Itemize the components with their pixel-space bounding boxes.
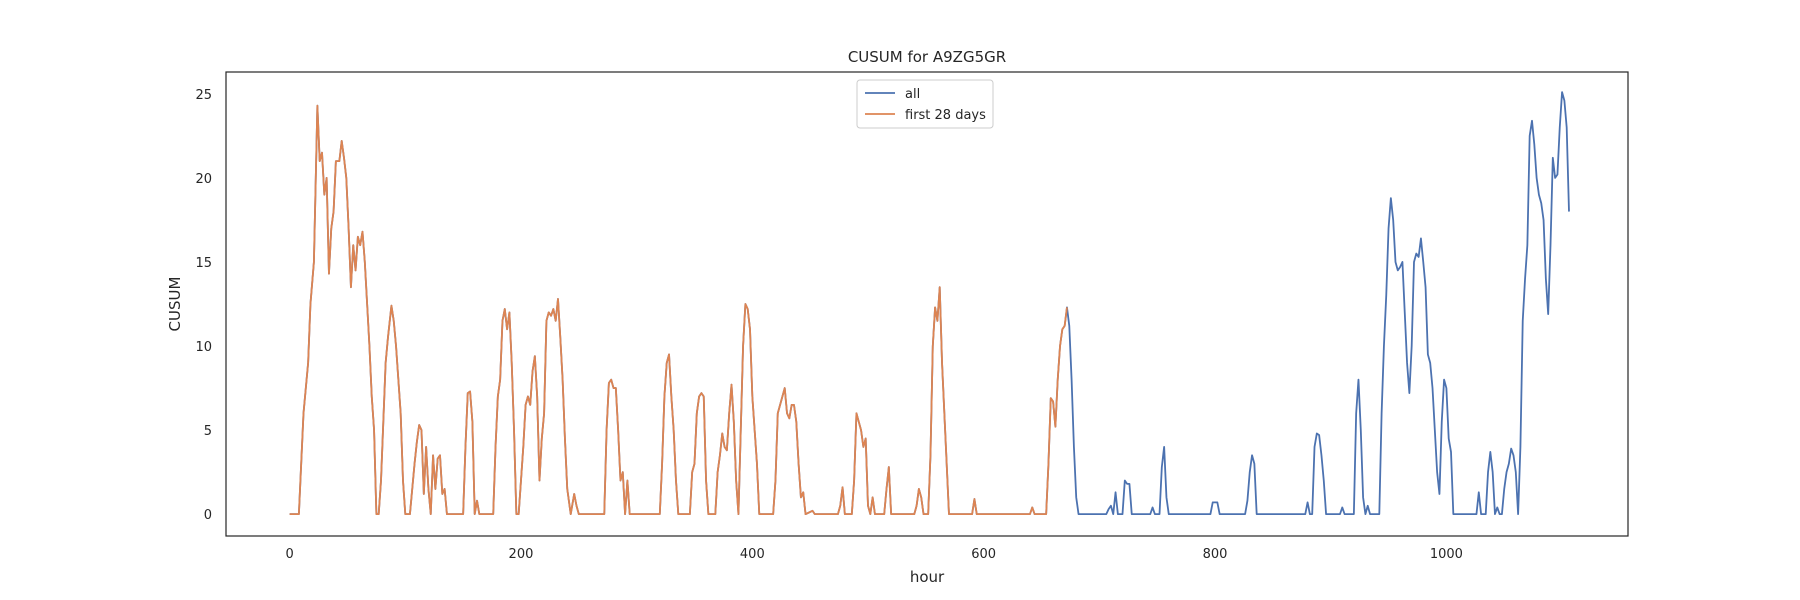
legend-label-1: first 28 days [905, 108, 986, 123]
plot-frame [225, 71, 1629, 537]
x-axis-label: hour [910, 568, 945, 586]
legend-label-0: all [905, 87, 920, 102]
y-tick-label: 10 [195, 340, 212, 355]
plot-lines [289, 91, 1570, 516]
y-axis-label: CUSUM [166, 277, 184, 332]
x-axis-ticks: 0 200 400 600 800 1000 [285, 547, 1462, 562]
chart-title: CUSUM for A9ZG5GR [848, 48, 1006, 66]
legend: all first 28 days [856, 79, 994, 129]
legend-box [856, 79, 994, 129]
x-tick-label: 800 [1203, 547, 1228, 562]
y-tick-label: 25 [195, 88, 212, 103]
series-line-0 [289, 91, 1570, 516]
x-tick-label: 1000 [1430, 547, 1463, 562]
x-tick-label: 0 [285, 547, 293, 562]
y-tick-label: 5 [204, 424, 212, 439]
x-tick-label: 400 [740, 547, 765, 562]
series-line-1 [289, 104, 1068, 516]
y-tick-label: 0 [204, 508, 212, 523]
y-tick-label: 20 [195, 172, 212, 187]
y-tick-label: 15 [195, 256, 212, 271]
x-tick-label: 600 [971, 547, 996, 562]
x-tick-label: 200 [509, 547, 534, 562]
y-axis-ticks: 0 5 10 15 20 25 [195, 88, 212, 523]
